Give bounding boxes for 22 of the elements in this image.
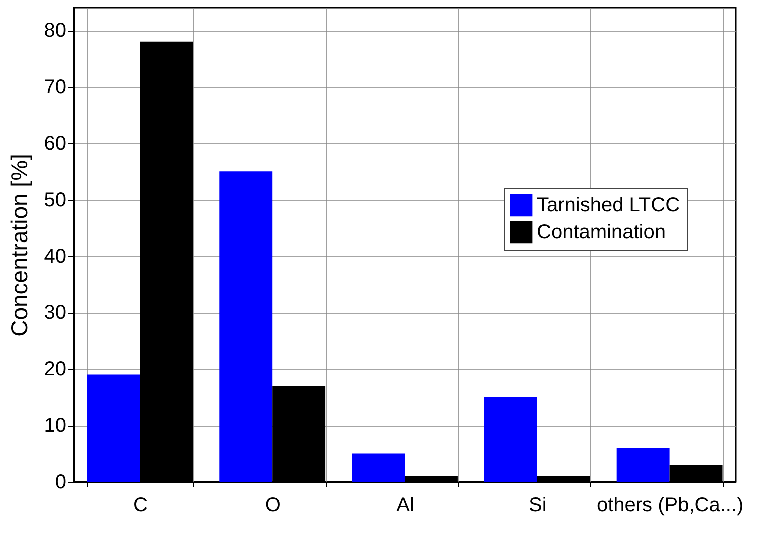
legend-label: Tarnished LTCC xyxy=(537,194,680,216)
bar xyxy=(352,454,405,482)
y-tick-label: 30 xyxy=(44,302,66,324)
bar xyxy=(87,374,140,482)
y-tick-label: 10 xyxy=(44,415,66,438)
y-tick-label: 70 xyxy=(44,76,66,98)
bar xyxy=(616,448,670,482)
x-tick-label: O xyxy=(265,494,281,516)
y-tick-label: 20 xyxy=(44,358,66,381)
x-tick-label: C xyxy=(133,494,148,516)
bar xyxy=(220,172,273,482)
y-tick-label: 40 xyxy=(44,246,66,268)
y-axis-title: Concentration [%] xyxy=(6,154,32,337)
y-tick-label: 80 xyxy=(44,20,66,42)
y-tick-label: 60 xyxy=(44,132,66,155)
bar xyxy=(484,397,538,482)
x-tick-label: Al xyxy=(396,494,414,516)
y-tick-label: 50 xyxy=(44,189,66,212)
x-tick-label: others (Pb,Ca...) xyxy=(596,494,744,516)
x-tick-label: Si xyxy=(529,494,547,516)
y-tick-label: 0 xyxy=(55,472,66,494)
legend-label: Contamination xyxy=(537,222,666,244)
